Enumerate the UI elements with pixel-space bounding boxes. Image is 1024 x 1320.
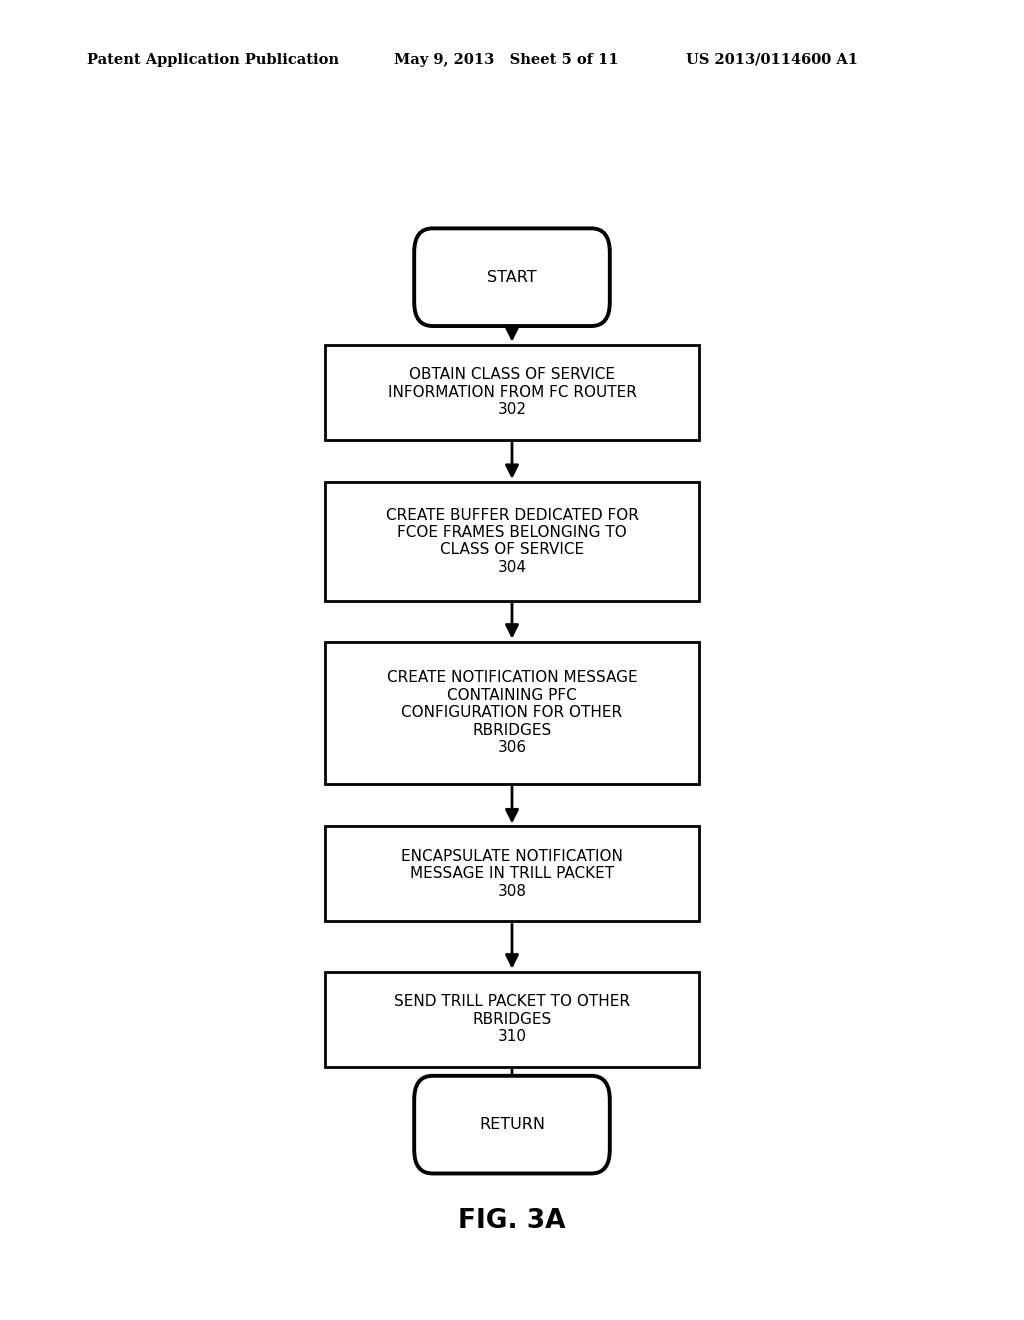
Text: START: START	[487, 269, 537, 285]
Text: OBTAIN CLASS OF SERVICE
INFORMATION FROM FC ROUTER
302: OBTAIN CLASS OF SERVICE INFORMATION FROM…	[387, 367, 637, 417]
FancyBboxPatch shape	[414, 1076, 609, 1173]
Text: SEND TRILL PACKET TO OTHER
RBRIDGES
310: SEND TRILL PACKET TO OTHER RBRIDGES 310	[394, 994, 630, 1044]
FancyBboxPatch shape	[414, 228, 609, 326]
Text: May 9, 2013   Sheet 5 of 11: May 9, 2013 Sheet 5 of 11	[394, 53, 618, 67]
Bar	[326, 642, 698, 784]
Text: FIG. 3A: FIG. 3A	[459, 1208, 565, 1234]
Text: RETURN: RETURN	[479, 1117, 545, 1133]
Bar	[326, 482, 698, 601]
Text: Patent Application Publication: Patent Application Publication	[87, 53, 339, 67]
Bar	[326, 972, 698, 1067]
Text: ENCAPSULATE NOTIFICATION
MESSAGE IN TRILL PACKET
308: ENCAPSULATE NOTIFICATION MESSAGE IN TRIL…	[401, 849, 623, 899]
Bar	[326, 345, 698, 440]
Text: US 2013/0114600 A1: US 2013/0114600 A1	[686, 53, 858, 67]
Bar	[326, 826, 698, 921]
Text: CREATE NOTIFICATION MESSAGE
CONTAINING PFC
CONFIGURATION FOR OTHER
RBRIDGES
306: CREATE NOTIFICATION MESSAGE CONTAINING P…	[387, 671, 637, 755]
Text: CREATE BUFFER DEDICATED FOR
FCOE FRAMES BELONGING TO
CLASS OF SERVICE
304: CREATE BUFFER DEDICATED FOR FCOE FRAMES …	[386, 508, 638, 574]
